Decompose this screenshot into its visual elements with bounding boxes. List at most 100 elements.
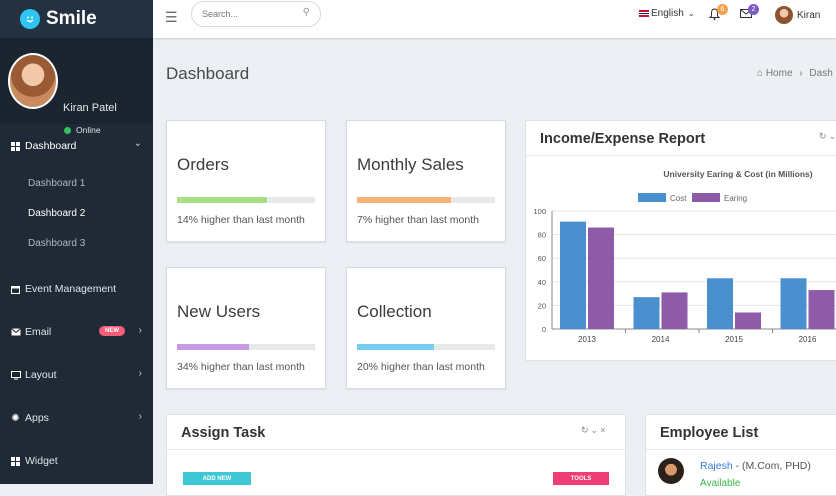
bell-icon[interactable] <box>708 8 721 23</box>
sidebar-item-label: Email <box>25 326 52 338</box>
tools-button[interactable]: TOOLS <box>553 472 609 485</box>
stat-card-monthly-sales: Monthly Sales 7% higher than last month <box>346 120 506 242</box>
stat-desc: 34% higher than last month <box>177 361 305 373</box>
add-new-button[interactable]: ADD NEW <box>183 472 251 485</box>
legend-swatch <box>692 193 720 202</box>
stat-title: New Users <box>177 302 261 321</box>
refresh-icon[interactable]: ↻ <box>581 425 591 435</box>
progress-bar <box>357 344 495 350</box>
legend-swatch <box>638 193 666 202</box>
breadcrumb-home[interactable]: Home <box>765 68 793 79</box>
stat-title: Orders <box>177 155 229 174</box>
sidebar-item-email[interactable]: Email NEW › <box>0 321 153 343</box>
search-icon[interactable]: ⚲ <box>302 7 310 18</box>
user-name: Kiran Patel <box>63 102 117 114</box>
menu-toggle-icon[interactable]: ☰ <box>165 9 178 25</box>
y-tick-label: 100 <box>533 207 546 216</box>
language-selector[interactable]: English ⌄ <box>639 8 695 19</box>
progress-bar <box>357 197 495 203</box>
chevron-right-icon: › <box>799 68 803 79</box>
page-title: Dashboard <box>166 64 250 83</box>
language-label: English <box>651 8 684 19</box>
chevron-right-icon: › <box>138 368 142 379</box>
legend-label: Earing <box>724 194 747 203</box>
bar <box>780 278 807 329</box>
smile-logo-icon <box>20 9 40 29</box>
divider <box>646 449 836 450</box>
sidebar-item-label: Event Management <box>25 283 117 295</box>
sidebar-subitem-dashboard-1[interactable]: Dashboard 1 <box>0 168 153 198</box>
x-tick-label: 2014 <box>652 335 670 344</box>
stat-card-collection: Collection 20% higher than last month <box>346 267 506 389</box>
employee-name[interactable]: Rajesh <box>700 460 733 472</box>
sidebar-subitem-dashboard-3[interactable]: Dashboard 3 <box>0 228 153 258</box>
panel-tools: ↻⌄× <box>581 425 607 436</box>
bar <box>808 290 835 329</box>
divider <box>167 449 625 450</box>
progress-bar <box>177 197 315 203</box>
bar <box>735 312 761 329</box>
search-box: ⚲ <box>191 1 321 27</box>
progress-fill <box>177 197 267 203</box>
refresh-icon[interactable]: ↻ <box>819 131 829 141</box>
stat-desc: 7% higher than last month <box>357 214 479 226</box>
topbar: ☰ ⚲ English ⌄ 6 2 Kiran <box>153 0 836 38</box>
sidebar: Smile Kiran Patel Online Dashboard ⌄ Das… <box>0 0 153 484</box>
legend-label: Cost <box>670 194 687 203</box>
chevron-down-icon[interactable]: ⌄ <box>828 131 836 141</box>
y-tick-label: 60 <box>538 254 546 263</box>
income-expense-panel: Income/Expense Report ↻⌄ University Eari… <box>525 120 836 361</box>
chevron-down-icon: ⌄ <box>133 138 142 149</box>
breadcrumb-current: Dash <box>809 68 833 79</box>
sidebar-item-widget[interactable]: Widget <box>0 450 153 472</box>
sidebar-item-label: Dashboard <box>25 140 77 152</box>
chart-title: University Earing & Cost (in Millions) <box>663 169 812 179</box>
dashboard-icon <box>10 141 21 152</box>
new-badge: NEW <box>99 326 125 336</box>
sidebar-subitem-label: Dashboard 3 <box>28 237 86 249</box>
mail-count-badge: 2 <box>748 4 759 15</box>
close-icon[interactable]: × <box>600 425 608 435</box>
employee-degree: (M.Com, PHD) <box>742 460 811 472</box>
home-icon: ⌂ <box>757 68 764 79</box>
progress-fill <box>177 344 249 350</box>
avatar[interactable] <box>658 458 684 484</box>
employee-list-panel: Employee List Rajesh - (M.Com, PHD) Avai… <box>645 414 836 496</box>
avatar[interactable] <box>8 53 58 109</box>
calendar-icon <box>10 284 21 295</box>
sidebar-item-event-management[interactable]: Event Management <box>0 278 153 300</box>
sidebar-item-label: Widget <box>25 455 58 467</box>
brand[interactable]: Smile <box>0 0 153 38</box>
chevron-down-icon: ⌄ <box>687 9 695 18</box>
progress-bar <box>177 344 315 350</box>
sidebar-subitem-label: Dashboard 1 <box>28 177 86 189</box>
sidebar-item-dashboard[interactable]: Dashboard ⌄ <box>0 124 153 168</box>
sidebar-subitem-dashboard-2[interactable]: Dashboard 2 <box>0 198 153 228</box>
bar <box>707 278 733 329</box>
list-item: Rajesh - (M.Com, PHD) <box>700 460 811 472</box>
envelope-icon <box>10 327 21 338</box>
monitor-icon <box>10 370 21 381</box>
sidebar-subitem-label: Dashboard 2 <box>28 207 86 219</box>
chevron-down-icon[interactable]: ⌄ <box>590 425 601 435</box>
stat-desc: 14% higher than last month <box>177 214 305 226</box>
breadcrumb: ⌂ Home › Dash <box>757 68 833 79</box>
user-panel: Kiran Patel Online <box>0 38 153 135</box>
apps-icon: ✺ <box>11 412 20 424</box>
assign-task-panel: Assign Task ↻⌄× ADD NEW TOOLS <box>166 414 626 496</box>
sidebar-item-label: Apps <box>25 412 49 424</box>
avatar <box>775 6 793 24</box>
panel-title: Income/Expense Report <box>540 131 706 147</box>
stat-desc: 20% higher than last month <box>357 361 485 373</box>
user-menu[interactable]: Kiran <box>775 6 820 24</box>
chevron-right-icon: › <box>138 411 142 422</box>
user-status-label: Online <box>76 125 101 135</box>
progress-fill <box>357 197 451 203</box>
search-input[interactable] <box>200 8 299 20</box>
sidebar-item-apps[interactable]: ✺ Apps › <box>0 407 153 429</box>
stat-card-new-users: New Users 34% higher than last month <box>166 267 326 389</box>
chevron-right-icon: › <box>138 325 142 336</box>
x-tick-label: 2013 <box>578 335 596 344</box>
brand-name: Smile <box>46 8 97 29</box>
sidebar-item-layout[interactable]: Layout › <box>0 364 153 386</box>
